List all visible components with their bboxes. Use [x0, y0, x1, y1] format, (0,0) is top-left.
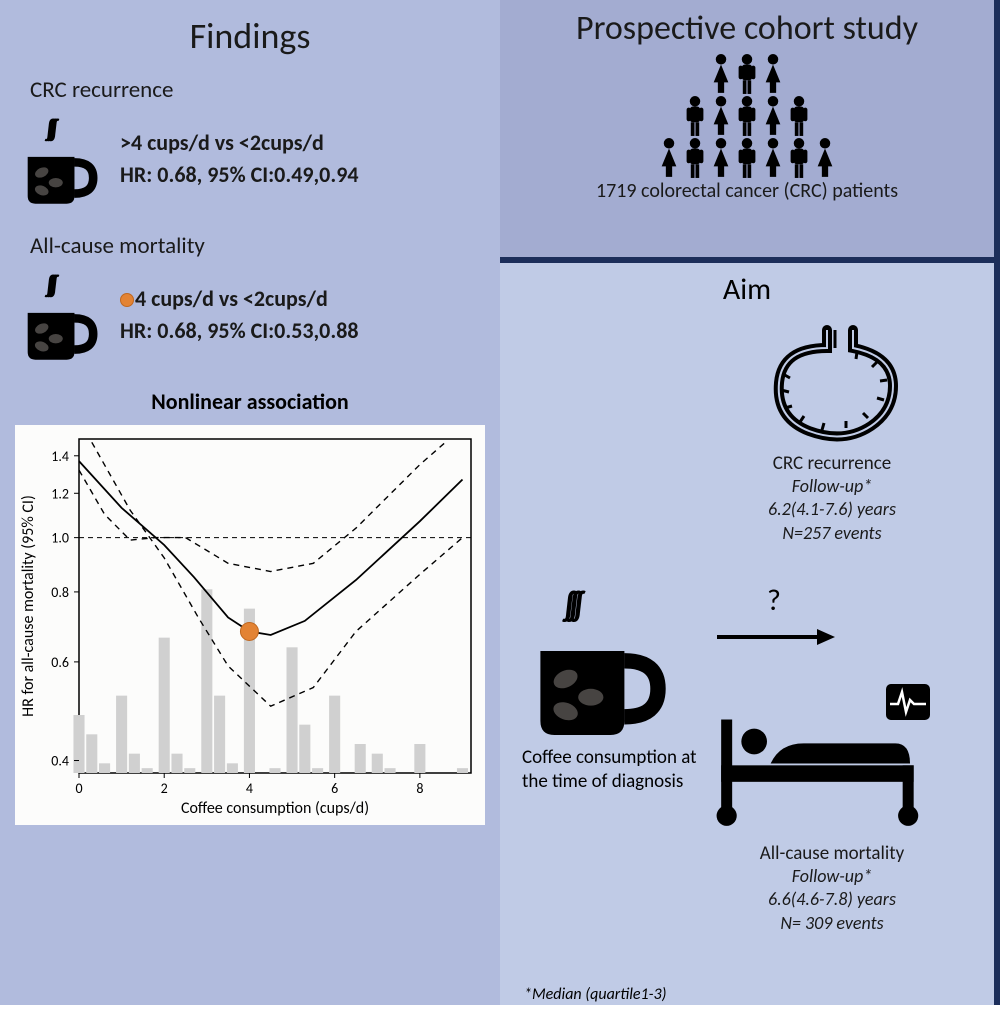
coffee-mug-icon: ʃʃʃ: [18, 110, 106, 208]
question-mark: ?: [767, 582, 781, 619]
svg-text:1.2: 1.2: [51, 485, 69, 502]
svg-text:0: 0: [75, 780, 82, 797]
coffee-mug-icon: ʃʃʃ: [522, 582, 682, 742]
svg-text:4: 4: [246, 780, 253, 797]
svg-text:1.0: 1.0: [51, 530, 69, 547]
arrow-icon: [717, 627, 837, 652]
mug-svg: [23, 309, 101, 364]
recurrence-n-events: N=257 events: [782, 522, 881, 544]
cohort-title: Prospective cohort study: [512, 8, 982, 49]
hospital-bed-icon: [712, 692, 952, 835]
finding-recurrence-label: CRC recurrence: [30, 76, 488, 104]
finding-mortality-label: All-cause mortality: [30, 232, 488, 260]
coffee-mug-icon: ʃʃʃ: [18, 266, 106, 364]
recurrence-followup-label: Follow-up*: [792, 475, 873, 497]
svg-text:0.4: 0.4: [51, 753, 69, 770]
colon-icon: [752, 322, 912, 467]
mug-svg: [532, 644, 672, 742]
svg-text:1.4: 1.4: [51, 448, 69, 465]
steam-icon: ʃʃʃ: [46, 268, 53, 300]
people-pyramid-icon: [512, 53, 982, 179]
mortality-followup-label: Follow-up*: [792, 865, 873, 887]
svg-text:HR for all-cause mortality (95: HR for all-cause mortality (95% CI): [19, 495, 38, 717]
steam-icon: ʃʃʃ: [564, 582, 578, 626]
findings-panel: Findings CRC recurrence ʃʃʃ >4 cups/d vs…: [0, 0, 500, 1005]
svg-text:6: 6: [331, 780, 338, 797]
svg-text:2: 2: [161, 780, 168, 797]
steam-icon: ʃʃʃ: [46, 112, 53, 144]
finding-recurrence-comparison: >4 cups/d vs <2cups/d: [120, 127, 359, 159]
mortality-n-events: N= 309 events: [780, 912, 883, 934]
finding-mortality-comparison: 4 cups/d vs <2cups/d: [120, 283, 359, 315]
finding-mortality: All-cause mortality ʃʃʃ 4 cups/d vs <2cu…: [12, 232, 488, 364]
aim-panel: Aim: [500, 263, 1000, 1005]
marker-dot-icon: [120, 293, 134, 307]
aim-title: Aim: [512, 271, 982, 308]
svg-text:0.8: 0.8: [51, 584, 69, 601]
mortality-followup-value: 6.6(4.6-7.8) years: [768, 888, 896, 910]
svg-text:8: 8: [416, 780, 423, 797]
finding-mortality-hr: HR: 0.68, 95% CI:0.53,0.88: [120, 315, 359, 347]
mug-svg: [23, 153, 101, 208]
nonlinear-title: Nonlinear association: [12, 388, 488, 415]
svg-text:Coffee consumption (cups/d): Coffee consumption (cups/d): [181, 799, 369, 818]
prospective-cohort-panel: Prospective cohort study: [500, 0, 1000, 263]
finding-recurrence: CRC recurrence ʃʃʃ >4 cups/d vs <2cups/d…: [12, 76, 488, 208]
median-footnote: *Median (quartile1-3): [524, 985, 666, 1004]
findings-title: Findings: [12, 14, 488, 58]
mortality-label: All-cause mortality: [707, 842, 957, 865]
finding-recurrence-hr: HR: 0.68, 95% CI:0.49,0.94: [120, 159, 359, 191]
recurrence-label: CRC recurrence: [722, 452, 942, 475]
svg-text:0.6: 0.6: [51, 654, 69, 671]
cohort-caption: 1719 colorectal cancer (CRC) patients: [512, 179, 982, 203]
recurrence-followup-value: 6.2(4.1-7.6) years: [768, 498, 896, 520]
nonlinear-chart: 0 2 4 6 8 0.4 0.6 0.8 1.0 1.2 1.4 Coffee consumptio…: [15, 425, 485, 825]
coffee-consumption-label: Coffee consumption at the time of diagno…: [522, 746, 722, 794]
